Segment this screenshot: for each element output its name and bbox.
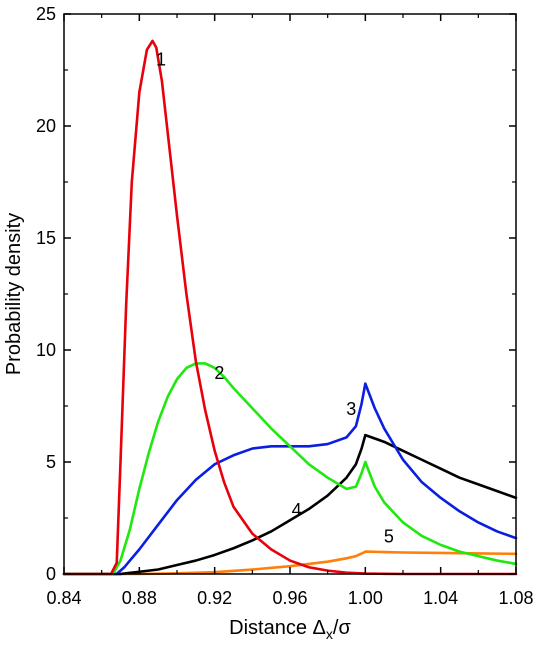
curve-label-2: 2 <box>214 363 224 383</box>
x-axis-title: Distance Δx/σ <box>229 617 351 642</box>
x-axis-title-sub: x <box>326 626 333 642</box>
series-line-5 <box>62 550 518 576</box>
y-tick-label: 0 <box>46 564 56 584</box>
x-axis-title-main: Distance Δ <box>229 617 326 639</box>
series-line-4 <box>62 433 518 576</box>
x-tick-label: 0.88 <box>122 588 157 608</box>
x-tick-label: 0.96 <box>272 588 307 608</box>
y-tick-label: 20 <box>36 116 56 136</box>
y-tick-label: 25 <box>36 4 56 24</box>
plot-frame <box>63 13 517 575</box>
y-tick-label: 5 <box>46 452 56 472</box>
curve-label-4: 4 <box>292 500 302 520</box>
curve-label-5: 5 <box>384 527 394 547</box>
y-axis-title: Probability density <box>3 213 25 375</box>
series-line-3 <box>62 382 518 576</box>
x-tick-label: 1.08 <box>498 588 533 608</box>
series-line-1 <box>62 39 518 576</box>
curve-label-3: 3 <box>346 399 356 419</box>
x-tick-label: 1.00 <box>348 588 383 608</box>
curve-labels-layer: 1 2 3 4 5 <box>156 50 394 547</box>
y-tick-label: 10 <box>36 340 56 360</box>
curve-label-1: 1 <box>156 50 166 70</box>
x-tick-label: 0.84 <box>46 588 81 608</box>
x-tick-label: 1.04 <box>423 588 458 608</box>
x-axis-title-tail: /σ <box>333 617 352 639</box>
series-line-2 <box>62 362 518 576</box>
y-tick-label: 15 <box>36 228 56 248</box>
x-tick-label: 0.92 <box>197 588 232 608</box>
curves-layer <box>62 39 518 576</box>
